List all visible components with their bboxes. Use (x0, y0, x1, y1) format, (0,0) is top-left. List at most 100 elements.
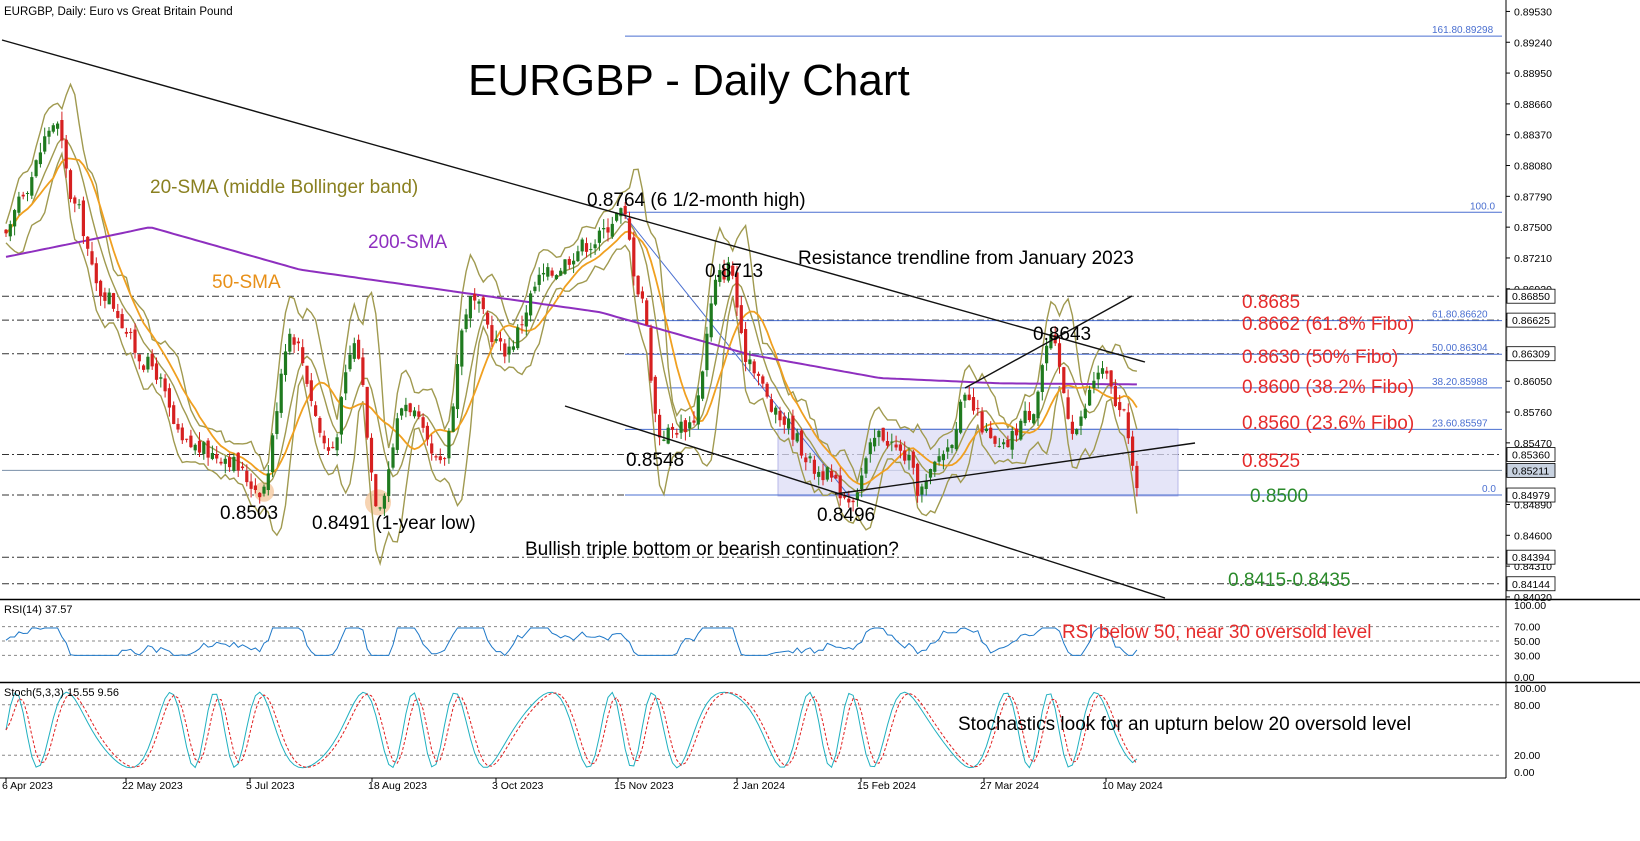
key-point-label: 0.8491 (1-year low) (312, 513, 476, 534)
candle-body (4, 229, 8, 234)
candle-body (1066, 397, 1070, 419)
candle-body (275, 411, 279, 434)
candle-body (443, 458, 447, 460)
price-tick-label: 0.84600 (1514, 530, 1552, 542)
price-tick-label: 0.85760 (1514, 407, 1552, 419)
candle-body (167, 388, 171, 408)
candle-body (989, 427, 993, 439)
candle-body (425, 425, 429, 440)
candle-body (43, 136, 47, 152)
candle-body (86, 236, 90, 249)
candle-body (245, 470, 249, 483)
time-tick-label: 2 Jan 2024 (733, 780, 785, 792)
candle-body (847, 498, 851, 503)
candle-body (1109, 370, 1113, 387)
time-tick-label: 18 Aug 2023 (368, 780, 427, 792)
candle-body (1092, 380, 1096, 388)
candle-body (258, 492, 262, 498)
candle-body (713, 279, 718, 305)
candle-body (658, 414, 662, 438)
candle-body (808, 456, 812, 459)
candle-body (533, 286, 537, 292)
fibo-label: 23.60.85597 (1432, 418, 1488, 429)
candle-body (924, 481, 928, 489)
candle-body (950, 445, 954, 449)
rsi-header: RSI(14) 37.57 (4, 604, 72, 616)
candle-body (834, 474, 838, 479)
stoch-axis-label: 100.00 (1514, 683, 1546, 695)
level-label: 0.8662 (61.8% Fibo) (1242, 314, 1414, 335)
candle-body (253, 485, 257, 490)
candle-body (567, 259, 571, 265)
candle-body (421, 417, 425, 428)
candle-body (903, 450, 907, 461)
candle-body (361, 357, 365, 386)
price-tick-label: 0.87790 (1514, 191, 1552, 203)
candle-body (464, 314, 468, 330)
candle-body (206, 440, 210, 458)
candle-body (602, 227, 606, 230)
candle-body (417, 411, 421, 417)
candle-body (653, 376, 657, 414)
candle-body (1062, 367, 1066, 394)
candle-body (688, 422, 692, 429)
candle-body (17, 196, 21, 213)
price-tag-box (1506, 462, 1556, 478)
candle-body (90, 251, 94, 265)
candle-body (1023, 410, 1027, 424)
candle-body (1122, 409, 1126, 411)
price-tick-label: 0.84890 (1514, 499, 1552, 511)
candle-body (855, 492, 859, 500)
candle-body (1075, 429, 1079, 435)
stoch-header: Stoch(5,3,3) 15.55 9.56 (4, 687, 119, 699)
candle-body (68, 170, 73, 200)
candle-body (228, 457, 232, 468)
candle-body (748, 359, 752, 365)
key-point-label: 0.8496 (817, 505, 875, 526)
candle-body (51, 125, 55, 132)
candle-body (890, 441, 894, 443)
candle-body (696, 395, 700, 425)
candle-body (344, 372, 348, 394)
candle-body (38, 152, 42, 165)
candle-body (154, 363, 159, 380)
candle-body (56, 123, 60, 129)
candle-body (756, 373, 761, 376)
candle-body (670, 426, 675, 430)
candle-body (683, 420, 687, 433)
price-tick-label: 0.88080 (1514, 161, 1552, 173)
fibo-label: 100.0 (1470, 201, 1495, 212)
candle-body (116, 311, 120, 318)
candle-body (146, 356, 150, 370)
candle-body (563, 259, 567, 274)
candle-body (666, 427, 670, 444)
candle-body (731, 265, 735, 276)
candle-body (460, 330, 464, 367)
sma200-label: 200-SMA (368, 232, 448, 253)
trendline-label: Resistance trendline from January 2023 (798, 248, 1134, 269)
candle-body (821, 471, 825, 481)
candle-body (232, 456, 236, 471)
candle-body (503, 343, 507, 357)
candle-body (507, 346, 511, 355)
price-tag-label: 0.86850 (1512, 291, 1550, 303)
sma20-label: 20-SMA (middle Bollinger band) (150, 177, 418, 198)
price-tag-box (1506, 447, 1556, 462)
candle-body (77, 204, 81, 206)
candle-body (662, 439, 666, 441)
candle-body (692, 420, 696, 423)
candle-body (516, 327, 520, 349)
candle-body (30, 177, 34, 196)
candle-body (980, 411, 984, 433)
candle-body (524, 312, 528, 327)
candle-body (1100, 368, 1105, 374)
candle-body (215, 454, 219, 459)
level-label: 0.8560 (23.6% Fibo) (1242, 413, 1414, 434)
time-tick-label: 3 Oct 2023 (492, 780, 544, 792)
candle-body (412, 410, 417, 417)
sma20-line (5, 137, 1138, 494)
candle-body (133, 329, 137, 353)
candle-body (559, 270, 563, 276)
candle-body (25, 192, 30, 194)
candle-body (137, 354, 141, 362)
